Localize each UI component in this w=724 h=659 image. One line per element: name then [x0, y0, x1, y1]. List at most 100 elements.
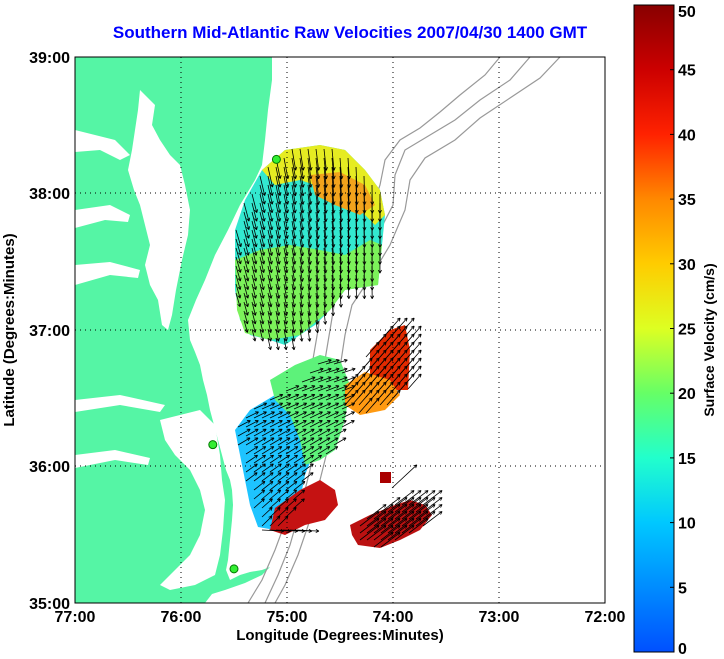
velocity-arrow: [285, 454, 298, 464]
velocity-arrow: [275, 247, 281, 265]
velocity-arrow: [309, 428, 323, 437]
velocity-arrow: [275, 238, 281, 256]
velocity-arrow: [275, 310, 281, 325]
velocity-arrow: [251, 265, 258, 282]
velocity-arrow: [261, 498, 273, 509]
velocity-arrow: [333, 376, 348, 383]
velocity-arrow: [235, 274, 242, 290]
colorbar-tick-label: 25: [678, 322, 696, 339]
velocity-arrow: [344, 389, 359, 406]
colorbar-tick-label: 40: [678, 127, 696, 144]
velocity-arrow: [325, 446, 339, 455]
velocity-arrow: [243, 247, 250, 265]
plot-frame: [74, 56, 606, 604]
bay-inlet-lower: [75, 262, 140, 285]
colorbar-label: Surface Velocity (cm/s): [701, 263, 717, 416]
velocity-arrow: [267, 283, 273, 299]
velocity-arrow: [261, 489, 274, 500]
y-tick-label: 38:00: [29, 186, 70, 203]
velocity-arrow: [317, 437, 331, 446]
velocity-arrow: [261, 507, 273, 518]
velocity-arrow: [293, 393, 308, 401]
velocity-arrow: [269, 480, 282, 491]
velocity-arrow: [362, 283, 367, 299]
velocity-arrow: [317, 402, 332, 410]
velocity-arrow: [301, 411, 315, 419]
velocity-arrow: [359, 511, 380, 527]
velocity-arrow: [251, 238, 258, 256]
velocity-arrow: [317, 358, 332, 365]
velocity-arrow: [269, 472, 282, 482]
velocity-arrow: [259, 229, 266, 248]
velocity-arrow: [243, 202, 251, 222]
velocity-arrow: [243, 292, 249, 308]
velocity-arrow: [309, 454, 322, 464]
velocity-arrow: [259, 238, 266, 256]
velocity-arrow: [275, 319, 280, 333]
velocity-arrow: [251, 211, 258, 231]
velocity-arrow: [251, 292, 257, 308]
velocity-arrow: [245, 472, 258, 482]
velocity-arrow: [309, 376, 324, 383]
velocity-arrow: [253, 454, 266, 464]
velocity-arrow: [267, 166, 274, 188]
velocity-arrow: [359, 518, 380, 534]
velocity-arrow: [285, 428, 299, 437]
velocity-arrow: [267, 319, 273, 333]
x-tick-label: 73:00: [479, 609, 520, 626]
velocity-arrow: [333, 367, 348, 374]
velocity-arrow: [325, 367, 340, 374]
velocity-arrow: [317, 385, 332, 392]
velocity-arrow: [235, 265, 242, 282]
velocity-arrow: [366, 525, 387, 541]
velocity-arrow: [267, 193, 274, 214]
velocity-arrow: [251, 229, 258, 248]
velocity-arrow: [261, 480, 274, 491]
velocity-arrow: [277, 446, 291, 455]
velocity-arrow: [301, 428, 315, 437]
velocity-arrow: [267, 301, 273, 316]
velocity-arrow: [293, 480, 306, 491]
velocity-arrow: [325, 420, 339, 428]
colorbar-tick-label: 10: [678, 516, 696, 533]
velocity-arrow: [277, 498, 289, 509]
velocity-arrow: [365, 341, 380, 358]
velocity-arrow: [323, 310, 328, 325]
velocity-arrow: [386, 389, 401, 406]
colorbar-tick-label: 30: [678, 257, 696, 274]
velocity-arrow: [391, 464, 418, 489]
velocity-arrow: [237, 428, 251, 437]
velocity-arrow: [277, 437, 291, 446]
velocity-arrow: [235, 292, 242, 308]
velocity-arrow: [251, 220, 258, 239]
velocity-arrow: [269, 515, 281, 527]
velocity-arrow: [293, 498, 305, 509]
velocity-arrow: [261, 463, 274, 473]
velocity-arrow: [277, 463, 290, 473]
velocity-arrow: [285, 385, 300, 392]
velocity-arrow: [235, 247, 242, 265]
colorbar-tick-label: 50: [678, 4, 696, 21]
velocity-arrow: [253, 420, 267, 428]
velocity-arrow: [309, 367, 324, 374]
velocity-arrow: [379, 389, 394, 406]
velocity-arrow: [325, 393, 340, 401]
velocity-arrow: [344, 373, 359, 390]
velocity-arrow: [275, 184, 282, 205]
velocity-arrow: [275, 193, 282, 214]
velocity-arrow: [325, 376, 340, 383]
velocity-arrow: [325, 411, 339, 419]
y-tick-label: 35:00: [29, 596, 70, 613]
y-axis-label: Latitude (Degrees:Minutes): [1, 233, 18, 426]
x-tick-label: 77:00: [55, 609, 96, 626]
velocity-arrow: [245, 411, 259, 419]
velocity-arrow: [261, 515, 273, 527]
velocity-arrow: [301, 385, 316, 392]
velocity-arrow: [269, 393, 284, 401]
velocity-arrow: [275, 292, 281, 308]
x-tick-label: 76:00: [161, 609, 202, 626]
colorbar-tick-label: 35: [678, 192, 696, 209]
velocity-arrow: [309, 437, 323, 446]
velocity-arrow: [309, 393, 324, 401]
velocity-arrow: [237, 437, 251, 446]
